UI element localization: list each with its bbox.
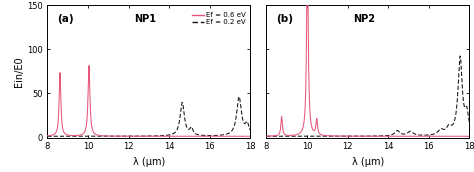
Legend: Ef = 0.6 eV, Ef = 0.2 eV: Ef = 0.6 eV, Ef = 0.2 eV (191, 11, 247, 26)
Y-axis label: Ein/E0: Ein/E0 (14, 56, 24, 87)
X-axis label: λ (μm): λ (μm) (352, 157, 384, 167)
X-axis label: λ (μm): λ (μm) (133, 157, 165, 167)
Text: (b): (b) (277, 14, 293, 24)
Text: NP2: NP2 (353, 14, 375, 24)
Text: NP1: NP1 (134, 14, 156, 24)
Text: (a): (a) (57, 14, 74, 24)
